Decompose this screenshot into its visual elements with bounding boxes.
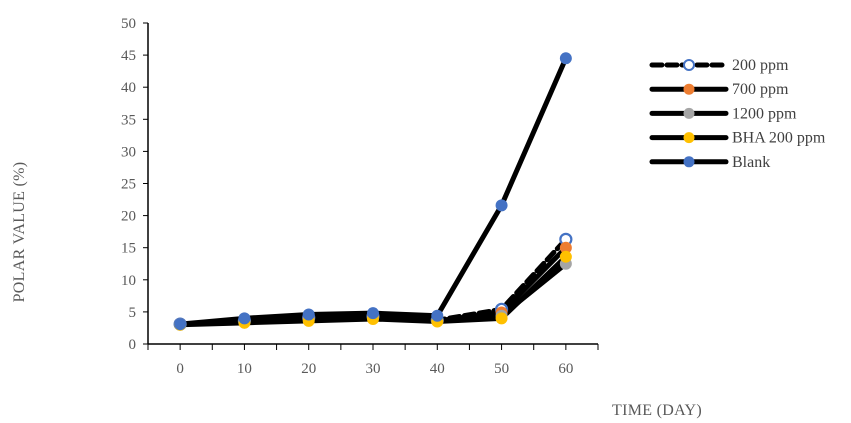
legend-label: 1200 ppm — [732, 105, 797, 122]
legend-swatch-marker — [683, 83, 695, 95]
y-tick-label: 5 — [129, 305, 137, 321]
series-lines — [177, 55, 569, 328]
data-point — [174, 318, 187, 331]
y-axis-ticks: 0 5 10 15 20 25 30 35 40 45 50 — [121, 16, 149, 353]
data-point — [302, 308, 315, 321]
legend-swatch-marker — [683, 59, 695, 71]
y-tick-label: 45 — [121, 48, 136, 64]
data-point — [495, 199, 508, 212]
x-tick-label: 50 — [494, 361, 509, 377]
x-tick-label: 10 — [237, 361, 252, 377]
legend-item: BHA 200 ppm — [649, 130, 826, 147]
y-tick-label: 50 — [121, 16, 136, 32]
data-point — [495, 312, 508, 325]
legend-label: 700 ppm — [732, 81, 789, 98]
legend-label: Blank — [732, 154, 770, 171]
series-markers — [173, 52, 573, 331]
legend-label: 200 ppm — [732, 57, 789, 74]
data-point — [238, 312, 251, 325]
y-tick-label: 30 — [121, 144, 136, 160]
y-tick-label: 10 — [121, 273, 136, 289]
legend-swatch-marker — [683, 107, 695, 119]
y-tick-label: 20 — [121, 209, 136, 225]
data-point — [559, 241, 572, 254]
y-tick-label: 25 — [121, 177, 136, 193]
series-line-4 — [177, 55, 569, 327]
x-axis-title: TIME (DAY) — [612, 402, 702, 419]
y-tick-label: 35 — [121, 112, 136, 128]
y-tick-label: 40 — [121, 80, 136, 96]
legend-item: 1200 ppm — [649, 105, 797, 122]
data-point — [431, 309, 444, 322]
y-axis-title: POLAR VALUE (%) — [11, 162, 28, 303]
y-tick-label: 0 — [129, 337, 137, 353]
legend-swatch-marker — [683, 156, 695, 168]
y-tick-label: 15 — [121, 241, 136, 257]
x-tick-label: 0 — [176, 361, 184, 377]
x-tick-label: 40 — [430, 361, 445, 377]
data-point — [559, 250, 572, 263]
legend-item: 700 ppm — [649, 81, 789, 98]
legend: 200 ppm 700 ppm 1200 ppm BHA 200 ppm Blank — [649, 57, 826, 171]
x-tick-label: 30 — [366, 361, 381, 377]
data-point — [559, 52, 572, 65]
legend-item: 200 ppm — [649, 57, 789, 74]
legend-item: Blank — [649, 154, 770, 171]
x-axis-ticks: 0 10 20 30 40 50 60 — [147, 343, 599, 377]
legend-swatch-marker — [683, 132, 695, 144]
x-tick-label: 60 — [558, 361, 573, 377]
legend-label: BHA 200 ppm — [732, 130, 826, 147]
x-tick-label: 20 — [301, 361, 316, 377]
data-point — [367, 307, 379, 320]
